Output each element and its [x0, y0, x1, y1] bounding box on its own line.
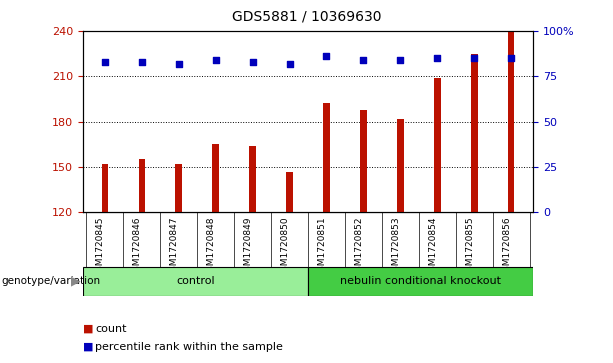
Bar	[434, 78, 441, 212]
Text: GSM1720847: GSM1720847	[170, 217, 179, 277]
Point	[506, 55, 516, 61]
Text: GSM1720855: GSM1720855	[465, 217, 474, 277]
Point	[395, 57, 405, 63]
Text: percentile rank within the sample: percentile rank within the sample	[95, 342, 283, 352]
Text: GSM1720846: GSM1720846	[133, 217, 142, 277]
Text: GSM1720850: GSM1720850	[281, 217, 289, 277]
Text: GSM1720848: GSM1720848	[207, 217, 216, 277]
Bar	[212, 144, 219, 212]
Point	[359, 57, 368, 63]
Bar	[360, 110, 367, 212]
Bar	[83, 267, 308, 296]
Text: nebulin conditional knockout: nebulin conditional knockout	[340, 276, 501, 286]
Point	[432, 55, 442, 61]
Bar	[175, 164, 182, 212]
Point	[100, 59, 110, 65]
Bar	[471, 53, 478, 212]
Point	[322, 53, 332, 59]
Bar	[508, 32, 514, 212]
Text: GSM1720849: GSM1720849	[243, 217, 253, 277]
Text: ▶: ▶	[70, 275, 80, 288]
Text: genotype/variation: genotype/variation	[1, 276, 101, 286]
Text: GSM1720851: GSM1720851	[318, 217, 327, 277]
Bar	[397, 119, 404, 212]
Text: GSM1720852: GSM1720852	[354, 217, 364, 277]
Point	[248, 59, 257, 65]
Bar	[249, 146, 256, 212]
Text: ■: ■	[83, 323, 93, 334]
Bar	[308, 267, 533, 296]
Text: ■: ■	[83, 342, 93, 352]
Text: GSM1720853: GSM1720853	[391, 217, 400, 277]
Point	[174, 61, 184, 66]
Text: GSM1720845: GSM1720845	[96, 217, 105, 277]
Point	[470, 55, 479, 61]
Bar	[139, 159, 145, 212]
Text: GDS5881 / 10369630: GDS5881 / 10369630	[232, 9, 381, 23]
Point	[211, 57, 221, 63]
Bar	[286, 171, 293, 212]
Bar	[102, 164, 109, 212]
Point	[284, 61, 294, 66]
Bar	[323, 103, 330, 212]
Text: GSM1720854: GSM1720854	[428, 217, 437, 277]
Text: count: count	[95, 323, 126, 334]
Point	[137, 59, 147, 65]
Text: GSM1720856: GSM1720856	[502, 217, 511, 277]
Text: control: control	[176, 276, 215, 286]
